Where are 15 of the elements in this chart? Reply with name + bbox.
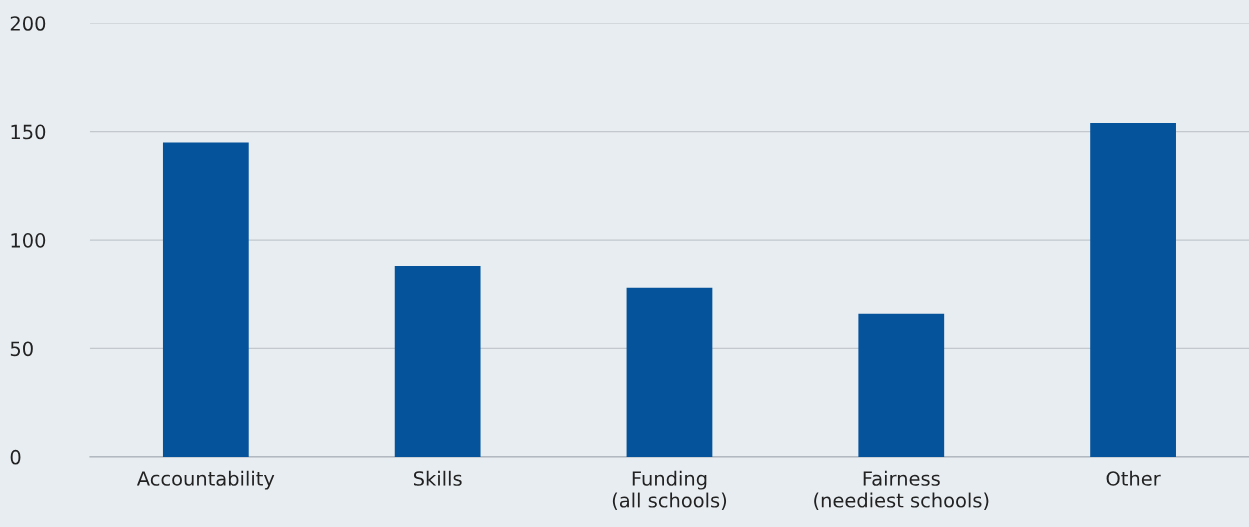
y-tick-label: 150 [11,124,46,140]
y-tick-label: 0 [10,449,21,465]
x-tick-label: Fairness (neediest schools) [814,470,989,510]
bar [858,313,945,457]
bar [162,142,249,457]
x-tick-label: Other [1106,470,1161,486]
x-tick-label: Accountability [136,470,275,490]
bar [626,287,713,457]
y-tick-label: 200 [10,16,46,31]
bar [394,266,481,457]
y-tick-label: 100 [11,233,46,248]
y-tick-label: 50 [10,341,33,357]
bar [1090,122,1176,457]
x-tick-label: Skills [413,470,462,486]
x-tick-label: Funding (all schools) [612,470,727,510]
